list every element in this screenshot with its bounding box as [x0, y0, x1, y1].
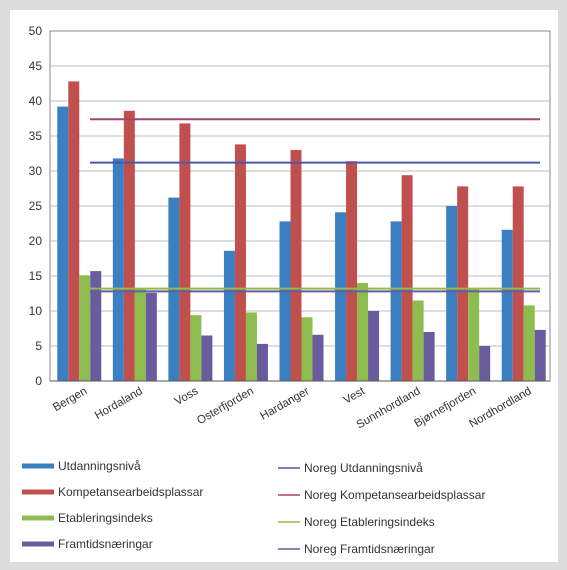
bar-utdanningsniv-	[57, 106, 69, 381]
bar-utdanningsniv-	[335, 212, 347, 381]
y-tick-label: 50	[29, 24, 43, 38]
bar-kompetansearbeidsplassar	[179, 123, 191, 382]
y-tick-label: 10	[29, 304, 43, 318]
bar-framtidsn-ringar	[145, 292, 157, 381]
bar-framtidsn-ringar	[312, 334, 324, 381]
legend-label: Etableringsindeks	[58, 511, 153, 525]
bar-utdanningsniv-	[501, 229, 513, 381]
y-tick-label: 30	[29, 164, 43, 178]
y-tick-label: 0	[35, 374, 42, 388]
y-tick-label: 5	[35, 339, 42, 353]
bar-framtidsn-ringar	[201, 335, 213, 381]
bar-etableringsindeks	[468, 289, 480, 381]
y-tick-label: 20	[29, 234, 43, 248]
bar-kompetansearbeidsplassar	[68, 81, 80, 382]
bar-chart: 0 5 10 15 20 25 30 35 40 45 50 Bergen Hordaland VossO…	[22, 24, 551, 556]
y-tick-label: 15	[29, 269, 43, 283]
y-tick-label: 25	[29, 199, 43, 213]
bar-kompetansearbeidsplassar	[457, 186, 469, 381]
legend-label: Noreg Utdanningsnivå	[304, 461, 423, 475]
bar-framtidsn-ringar	[423, 332, 435, 381]
x-tick-label: Vest	[342, 385, 368, 407]
bar-etableringsindeks	[79, 275, 91, 381]
legend-label: Kompetansearbeidsplassar	[58, 485, 203, 499]
bar-kompetansearbeidsplassar	[346, 161, 358, 381]
legend-label: Utdanningsnivå	[58, 459, 141, 473]
bar-framtidsn-ringar	[534, 329, 546, 381]
bar-kompetansearbeidsplassar	[123, 110, 135, 382]
legend-label: Noreg Kompetansearbeidsplassar	[304, 488, 485, 502]
bar-framtidsn-ringar	[90, 271, 102, 381]
bar-utdanningsniv-	[446, 206, 458, 381]
x-tick-label: Hardanger	[258, 385, 311, 423]
bar-etableringsindeks	[301, 317, 313, 381]
bar-utdanningsniv-	[390, 221, 402, 381]
legend-label: Framtidsnæringar	[58, 537, 153, 551]
bar-kompetansearbeidsplassar	[512, 186, 524, 381]
bar-framtidsn-ringar	[256, 343, 268, 381]
y-tick-label: 45	[29, 59, 43, 73]
bar-utdanningsniv-	[223, 250, 235, 381]
bar-kompetansearbeidsplassar	[401, 175, 413, 381]
y-tick-label: 35	[29, 129, 43, 143]
x-tick-label: Osterfjorden	[195, 385, 256, 427]
bar-etableringsindeks	[412, 300, 424, 381]
chart-frame: 0 5 10 15 20 25 30 35 40 45 50 Bergen Hordaland Voss O…	[10, 10, 558, 562]
y-tick-label: 40	[29, 94, 43, 108]
bar-kompetansearbeidsplassar	[290, 150, 302, 381]
bar-framtidsn-ringar	[479, 346, 491, 381]
bar-etableringsindeks	[190, 315, 202, 381]
bar-etableringsindeks	[245, 312, 257, 381]
x-tick-label: Bergen	[51, 385, 89, 414]
x-tick-label: Nordhordland	[467, 385, 533, 430]
bar-utdanningsniv-	[112, 158, 124, 381]
bar-etableringsindeks	[523, 305, 535, 381]
legend-label: Noreg Etableringsindeks	[304, 515, 435, 529]
bar-framtidsn-ringar	[368, 311, 380, 381]
x-tick-label: Hordaland	[93, 385, 145, 422]
legend-label: Noreg Framtidsnæringar	[304, 542, 435, 556]
bar-utdanningsniv-	[279, 221, 291, 381]
bar-kompetansearbeidsplassar	[234, 144, 246, 381]
bar-etableringsindeks	[357, 283, 369, 381]
x-tick-label: Voss	[173, 385, 201, 408]
bar-etableringsindeks	[134, 288, 146, 381]
